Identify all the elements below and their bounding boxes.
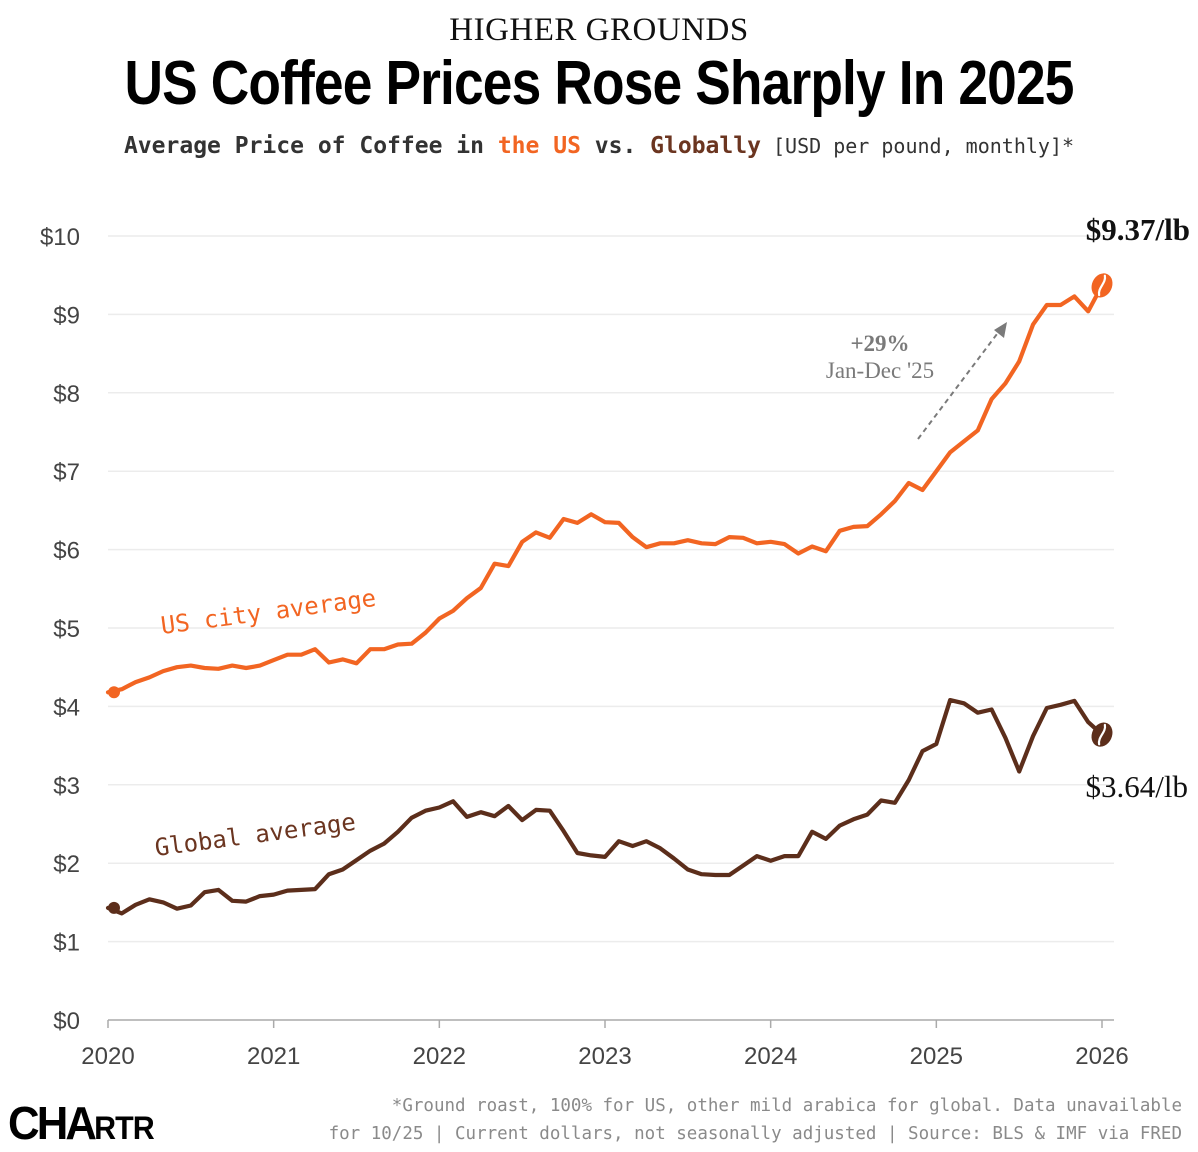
subtitle-global: Globally bbox=[650, 133, 761, 159]
chart-kicker: HIGHER GROUNDS bbox=[449, 12, 749, 48]
y-axis: $0 $1 $2 $3 $4 $5 $6 $7 $8 $9 $10 bbox=[40, 224, 80, 1035]
y-tick-label: $2 bbox=[53, 851, 80, 878]
y-tick-label: $5 bbox=[53, 616, 80, 643]
subtitle-mid: vs. bbox=[580, 133, 651, 159]
footnote-line-2: for 10/25 | Current dollars, not seasona… bbox=[328, 1124, 1182, 1144]
x-tick-label: 2022 bbox=[413, 1043, 466, 1070]
subtitle-us: the US bbox=[497, 133, 581, 159]
end-label-us: $9.37/lb bbox=[1086, 212, 1190, 247]
y-tick-label: $7 bbox=[53, 459, 80, 486]
logo-big: CHA bbox=[8, 1097, 97, 1149]
x-tick-label: 2026 bbox=[1075, 1043, 1128, 1070]
series-line-global bbox=[105, 697, 1105, 916]
series-start-dot bbox=[108, 901, 120, 914]
series-line-us bbox=[105, 283, 1105, 695]
x-tick-label: 2025 bbox=[910, 1043, 963, 1070]
arrow-head-icon bbox=[994, 322, 1007, 338]
annotation-percent: +29% bbox=[850, 331, 909, 356]
x-tick-label: 2024 bbox=[744, 1043, 797, 1070]
annotation: +29% Jan-Dec '25 bbox=[826, 322, 1007, 440]
x-axis: 2020 2021 2022 2023 2024 2025 2026 bbox=[81, 1019, 1129, 1070]
footnote-line-1: *Ground roast, 100% for US, other mild a… bbox=[391, 1096, 1182, 1116]
y-tick-label: $3 bbox=[53, 773, 80, 800]
subtitle-prefix: Average Price of Coffee in bbox=[123, 133, 498, 159]
x-tick-label: 2023 bbox=[578, 1043, 631, 1070]
y-tick-label: $10 bbox=[40, 224, 80, 251]
gridlines bbox=[108, 235, 1114, 943]
subtitle-unit: [USD per pound, monthly]* bbox=[760, 134, 1075, 158]
y-tick-label: $4 bbox=[53, 694, 80, 721]
annotation-arrow bbox=[917, 329, 1001, 440]
series-lines bbox=[105, 273, 1113, 916]
series-label-global: Global average bbox=[153, 808, 357, 862]
annotation-range: Jan-Dec '25 bbox=[826, 358, 934, 383]
chart-subtitle: Average Price of Coffee in the US vs. Gl… bbox=[0, 133, 1198, 159]
y-tick-label: $0 bbox=[53, 1008, 80, 1035]
y-tick-label: $6 bbox=[53, 538, 80, 565]
coffee-bean-icon bbox=[1091, 273, 1113, 298]
footnote: *Ground roast, 100% for US, other mild a… bbox=[329, 1092, 1182, 1148]
x-tick-label: 2020 bbox=[81, 1043, 134, 1070]
y-tick-label: $9 bbox=[53, 302, 80, 329]
series-start-dot bbox=[108, 686, 120, 699]
y-tick-label: $8 bbox=[53, 381, 80, 408]
end-label-global: $3.64/lb bbox=[1086, 769, 1188, 804]
y-tick-label: $1 bbox=[53, 930, 80, 957]
chart-title: US Coffee Prices Rose Sharply In 2025 bbox=[124, 49, 1074, 118]
series-labels: US city average Global average $9.37/lb … bbox=[153, 212, 1190, 862]
series-label-us: US city average bbox=[159, 584, 378, 640]
chartr-logo: CHARTR bbox=[8, 1096, 155, 1150]
coffee-bean-icon bbox=[1091, 722, 1113, 747]
logo-small: RTR bbox=[94, 1110, 155, 1146]
x-tick-label: 2021 bbox=[247, 1043, 300, 1070]
